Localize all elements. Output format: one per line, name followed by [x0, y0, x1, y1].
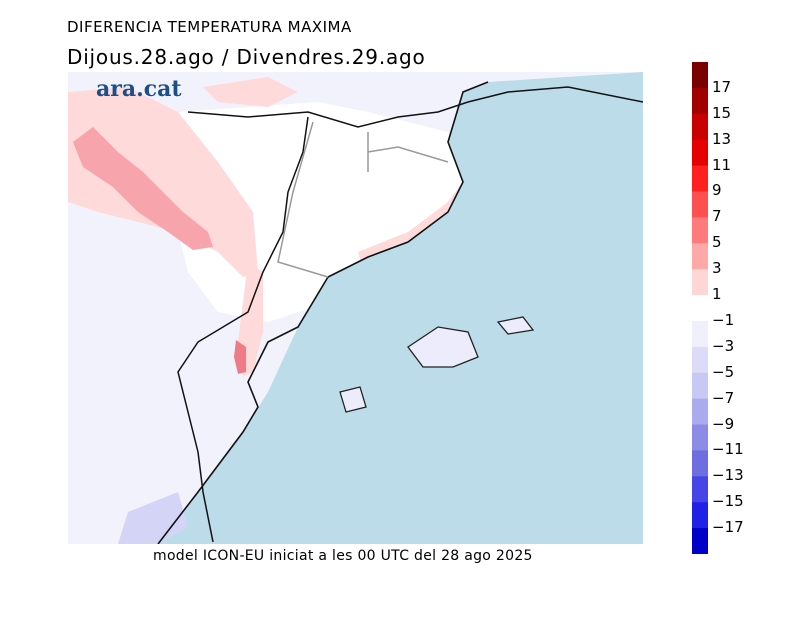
- colorbar-tick-label: 1: [712, 285, 722, 304]
- colorbar-tick-label: −15: [712, 492, 744, 511]
- colorbar-segment: [692, 295, 708, 322]
- colorbar-tick-label: −13: [712, 466, 744, 485]
- chart-title: DIFERENCIA TEMPERATURA MAXIMA: [67, 18, 352, 36]
- colorbar-segment: [692, 191, 708, 218]
- coastline: [157, 81, 489, 544]
- colorbar-tick-label: −3: [712, 336, 735, 355]
- colorbar-segment: [692, 398, 708, 426]
- island-mallorca: [407, 326, 479, 368]
- colorbar-tick-label: −9: [712, 414, 735, 433]
- island-menorca: [496, 316, 535, 335]
- colorbar-tick-label: −7: [712, 388, 735, 407]
- colorbar-tick-label: 11: [712, 155, 732, 174]
- colorbar-segment: [692, 87, 708, 115]
- colorbar-segment: [692, 346, 708, 374]
- colorbar-tick-label: 5: [712, 233, 722, 252]
- cold-patch-south: [118, 492, 188, 544]
- temperature-difference-map: [68, 72, 643, 544]
- colorbar: [692, 62, 708, 554]
- ara-cat-logo: ara.cat: [96, 76, 182, 102]
- warm-patch-northwest: [73, 127, 213, 250]
- colorbar-tick-label: 9: [712, 181, 722, 200]
- island-ibiza: [339, 386, 367, 413]
- model-footer: model ICON-EU iniciat a les 00 UTC del 2…: [153, 548, 533, 564]
- colorbar-tick-label: −1: [712, 310, 735, 329]
- colorbar-segment: [692, 450, 708, 477]
- colorbar-segment: [692, 528, 708, 554]
- colorbar-tick-label: 7: [712, 207, 722, 226]
- chart-subtitle: Dijous.28.ago / Divendres.29.ago: [67, 45, 426, 69]
- colorbar-segment: [692, 476, 708, 503]
- colorbar-segment: [692, 502, 708, 529]
- colorbar-tick-label: −17: [712, 518, 744, 537]
- colorbar-segment: [692, 139, 708, 167]
- region-boundary: [277, 121, 449, 278]
- colorbar-tick-label: −11: [712, 440, 744, 459]
- border-west: [177, 116, 309, 543]
- border-north: [187, 86, 643, 128]
- colorbar-segment: [692, 372, 708, 400]
- colorbar-tick-label: 15: [712, 103, 732, 122]
- colorbar-segment: [692, 320, 708, 348]
- sea: [158, 72, 643, 544]
- map-svg: [68, 72, 643, 544]
- colorbar-segment: [692, 165, 708, 192]
- colorbar-segment: [692, 62, 708, 89]
- colorbar-segment: [692, 269, 708, 296]
- colorbar-segment: [692, 424, 708, 451]
- colorbar-tick-label: 13: [712, 129, 732, 148]
- warm-strip-top: [203, 77, 298, 107]
- warm-hotspot-delta: [234, 340, 246, 374]
- colorbar-tick-label: −5: [712, 362, 735, 381]
- colorbar-segment: [692, 217, 708, 244]
- colorbar-segment: [692, 113, 708, 141]
- colorbar-tick-label: 17: [712, 77, 732, 96]
- warm-region-northwest: [68, 87, 258, 277]
- colorbar-segment: [692, 243, 708, 270]
- colorbar-tick-label: 3: [712, 259, 722, 278]
